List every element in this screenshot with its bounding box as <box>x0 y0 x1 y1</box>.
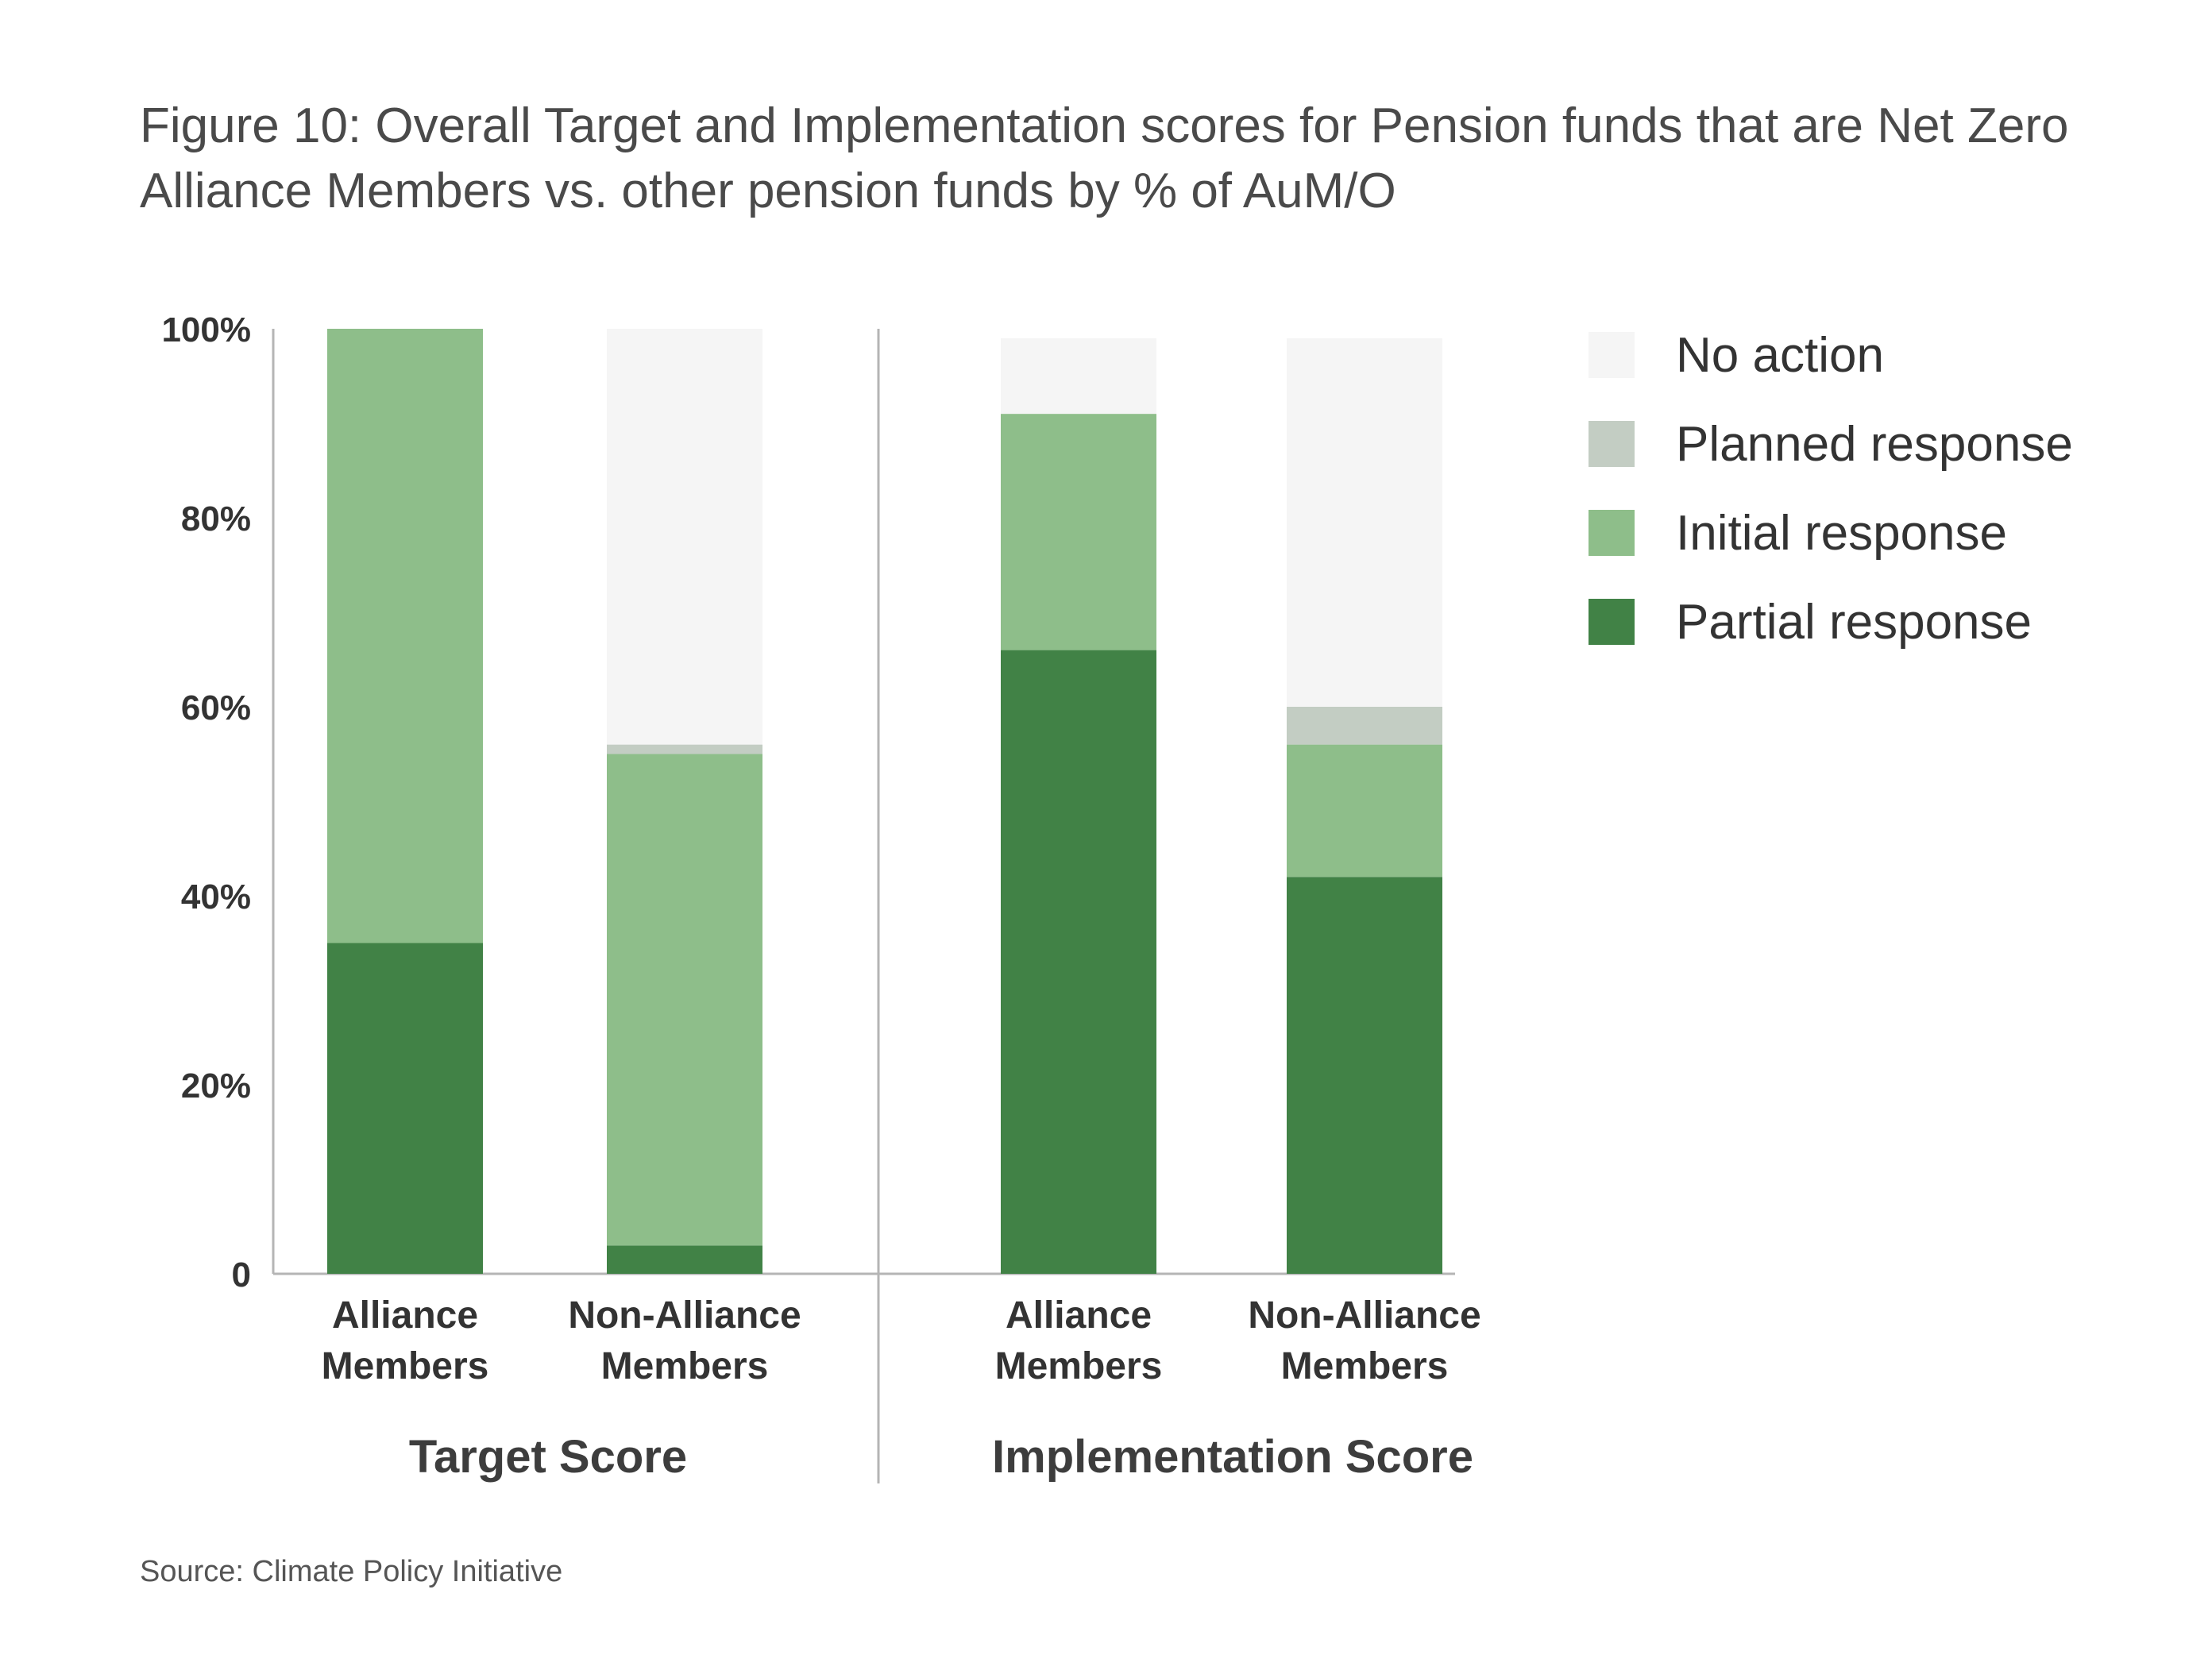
bar-segment-initial-response <box>1287 744 1442 878</box>
bar-segment-partial-response <box>1001 650 1156 1274</box>
x-category-label: Non-Alliance Members <box>1248 1294 1480 1387</box>
legend-label: Planned response <box>1676 417 2073 472</box>
legend-label: Partial response <box>1676 595 2032 650</box>
y-tick-label: 80% <box>181 500 251 538</box>
chart-title-line-2: Alliance Members vs. other pension funds… <box>140 164 1396 218</box>
bar-segment-no-action <box>1001 338 1156 415</box>
legend-swatch <box>1589 510 1635 556</box>
bar-segment-no-action <box>607 329 762 745</box>
x-category-label-line: Members <box>1281 1345 1449 1387</box>
x-category-label-line: Non-Alliance <box>1248 1294 1480 1337</box>
legend-swatch <box>1589 421 1635 467</box>
bar-segment-planned-response <box>1287 707 1442 745</box>
legend-label: No action <box>1676 328 1884 383</box>
x-category-label: Non-Alliance Members <box>568 1294 801 1387</box>
bar-segment-initial-response <box>607 754 762 1246</box>
x-category-label: Alliance Members <box>322 1294 489 1387</box>
y-tick-label: 20% <box>181 1067 251 1105</box>
x-category-label: Alliance Members <box>995 1294 1163 1387</box>
x-category-label-line: Members <box>995 1345 1163 1387</box>
group-label: Implementation Score <box>992 1431 1473 1483</box>
bar-segment-partial-response <box>327 943 483 1274</box>
bar-segment-partial-response <box>607 1245 762 1274</box>
bar-segment-no-action <box>1287 338 1442 707</box>
chart-title-line-1: Figure 10: Overall Target and Implementa… <box>140 98 2069 153</box>
legend-swatch <box>1589 599 1635 645</box>
bar-segment-planned-response <box>607 744 762 754</box>
y-tick-label: 40% <box>181 878 251 916</box>
x-category-label-line: Alliance <box>1006 1294 1152 1337</box>
x-category-label-line: Alliance <box>332 1294 478 1337</box>
x-category-label-line: Members <box>322 1345 489 1387</box>
group-label: Target Score <box>409 1431 687 1483</box>
bar-segment-partial-response <box>1287 877 1442 1274</box>
legend-swatch <box>1589 332 1635 378</box>
legend-label: Initial response <box>1676 506 2007 561</box>
bar-segment-initial-response <box>1001 414 1156 650</box>
x-category-label-line: Members <box>601 1345 769 1387</box>
chart-title: Figure 10: Overall Target and Implementa… <box>140 94 2125 224</box>
y-tick-label: 60% <box>181 689 251 727</box>
x-category-label-line: Non-Alliance <box>568 1294 801 1337</box>
y-tick-label: 0 <box>232 1256 251 1294</box>
source-note: Source: Climate Policy Initiative <box>140 1555 563 1588</box>
bar-segment-initial-response <box>327 329 483 943</box>
y-tick-label: 100% <box>161 311 251 349</box>
